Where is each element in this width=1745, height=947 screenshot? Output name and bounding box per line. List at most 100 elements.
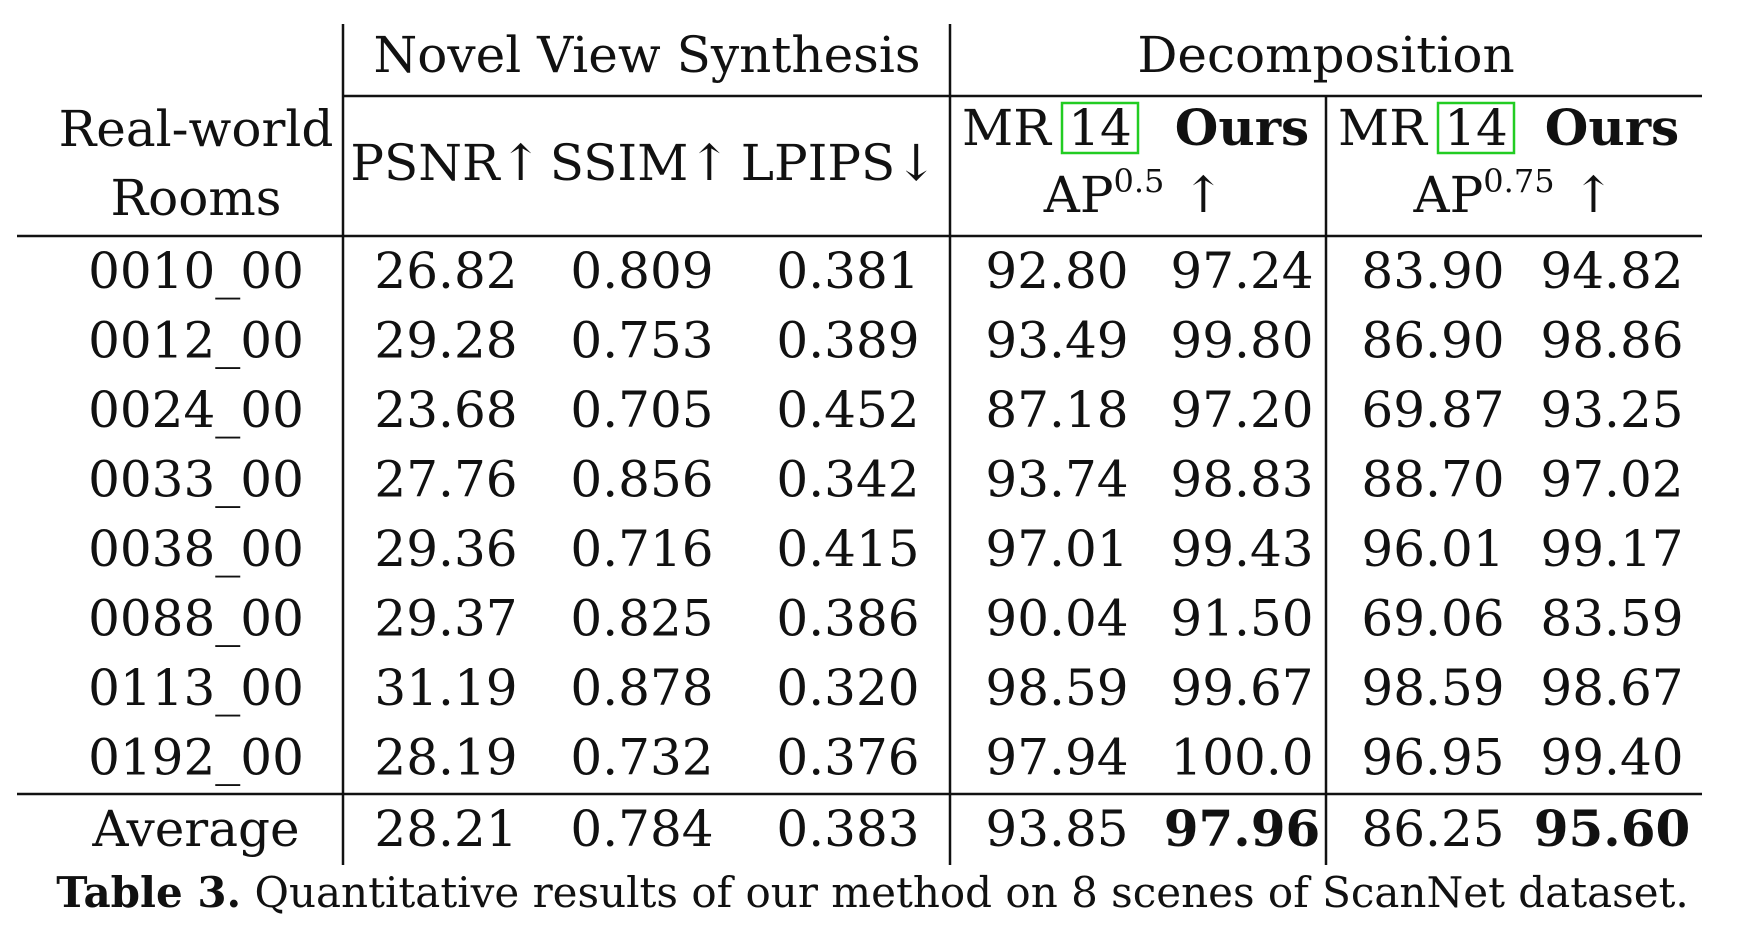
cell-ap075-mr: 69.06 bbox=[1361, 590, 1504, 648]
cell-ap075-mr: 69.87 bbox=[1361, 381, 1504, 439]
cell-ap075-ours: 99.40 bbox=[1540, 729, 1683, 787]
table-row: 0113_00 31.19 0.878 0.320 98.59 99.67 98.59 98.… bbox=[88, 659, 1684, 717]
ap075-label: AP0.75 ↑ bbox=[1413, 162, 1615, 224]
cell-ssim: 0.825 bbox=[570, 590, 713, 648]
cell-lpips: 0.452 bbox=[776, 381, 919, 439]
cell-ssim: 0.784 bbox=[570, 800, 713, 858]
cell-ap05-ours: 97.96 bbox=[1164, 799, 1321, 858]
cell-ap05-ours: 99.43 bbox=[1170, 520, 1313, 578]
cell-ap05-mr: 92.80 bbox=[985, 242, 1128, 300]
citation-ref[interactable]: 14 bbox=[1068, 99, 1132, 157]
cell-psnr: 31.19 bbox=[374, 659, 517, 717]
caption-text: Quantitative results of our method on 8 … bbox=[254, 868, 1689, 917]
cell-psnr: 28.21 bbox=[374, 800, 517, 858]
cell-lpips: 0.389 bbox=[776, 312, 919, 370]
cell-scene: 0192_00 bbox=[88, 729, 304, 787]
cell-ap05-mr: 93.74 bbox=[985, 451, 1128, 509]
table-row: 0088_00 29.37 0.825 0.386 90.04 91.50 69.06 83.… bbox=[88, 590, 1684, 648]
ap-base: AP bbox=[1413, 166, 1484, 224]
citation-box[interactable] bbox=[1060, 101, 1140, 155]
row-header-line1: Real-world bbox=[59, 100, 334, 158]
ap-superscript: 0.5 bbox=[1113, 162, 1164, 200]
decomp-subheader-ap075: MR 14 Ours AP0.75 ↑ bbox=[1338, 98, 1679, 224]
table-rules bbox=[17, 24, 1702, 865]
cell-ap05-ours: 97.20 bbox=[1170, 381, 1313, 439]
decomp-subheader-ap05: MR 14 Ours AP0.5 ↑ bbox=[962, 98, 1309, 224]
header-ssim: SSIM↑ bbox=[550, 134, 730, 192]
cell-psnr: 29.36 bbox=[374, 520, 517, 578]
cell-psnr: 27.76 bbox=[374, 451, 517, 509]
cell-lpips: 0.381 bbox=[776, 242, 919, 300]
cell-ap05-ours: 98.83 bbox=[1170, 451, 1313, 509]
header-lpips: LPIPS↓ bbox=[741, 134, 937, 192]
table-row: 0033_00 27.76 0.856 0.342 93.74 98.83 88.70 97.… bbox=[88, 451, 1684, 509]
cell-ap05-ours: 97.24 bbox=[1170, 242, 1313, 300]
table-row: 0038_00 29.36 0.716 0.415 97.01 99.43 96.01 99.… bbox=[88, 520, 1684, 578]
cell-ssim: 0.878 bbox=[570, 659, 713, 717]
table-body: 0010_00 26.82 0.809 0.381 92.80 97.24 83.90 94.… bbox=[88, 242, 1690, 858]
table-row: 0024_00 23.68 0.705 0.452 87.18 97.20 69.87 93.… bbox=[88, 381, 1684, 439]
cell-psnr: 26.82 bbox=[374, 242, 517, 300]
mr-label: MR bbox=[962, 99, 1052, 157]
cell-ssim: 0.753 bbox=[570, 312, 713, 370]
cell-ap05-mr: 93.49 bbox=[985, 312, 1128, 370]
cell-ap075-ours: 99.17 bbox=[1540, 520, 1683, 578]
cell-ap075-ours: 98.67 bbox=[1540, 659, 1683, 717]
group-header-novel-view-synthesis: Novel View Synthesis bbox=[374, 26, 921, 84]
cell-lpips: 0.342 bbox=[776, 451, 919, 509]
cell-ap05-mr: 97.01 bbox=[985, 520, 1128, 578]
cell-ssim: 0.732 bbox=[570, 729, 713, 787]
caption-label: Table 3. bbox=[56, 868, 242, 917]
cell-ap05-mr: 90.04 bbox=[985, 590, 1128, 648]
citation-ref[interactable]: 14 bbox=[1444, 99, 1508, 157]
cell-ap05-mr: 98.59 bbox=[985, 659, 1128, 717]
table-row: 0010_00 26.82 0.809 0.381 92.80 97.24 83.90 94.… bbox=[88, 242, 1684, 300]
cell-ap075-mr: 86.25 bbox=[1361, 800, 1504, 858]
cell-scene: 0113_00 bbox=[88, 659, 304, 717]
table-row: 0012_00 29.28 0.753 0.389 93.49 99.80 86.90 98.… bbox=[88, 312, 1684, 370]
cell-scene: 0033_00 bbox=[88, 451, 304, 509]
cell-ap075-mr: 83.90 bbox=[1361, 242, 1504, 300]
cell-scene: 0024_00 bbox=[88, 381, 304, 439]
cell-ap075-ours: 94.82 bbox=[1540, 242, 1683, 300]
header-psnr: PSNR↑ bbox=[350, 134, 541, 192]
up-arrow: ↑ bbox=[1573, 166, 1615, 224]
cell-ap075-mr: 96.95 bbox=[1361, 729, 1504, 787]
cell-scene: 0012_00 bbox=[88, 312, 304, 370]
cell-ssim: 0.809 bbox=[570, 242, 713, 300]
cell-ssim: 0.716 bbox=[570, 520, 713, 578]
cell-ap05-ours: 99.67 bbox=[1170, 659, 1313, 717]
mr-label: MR bbox=[1338, 99, 1428, 157]
cell-psnr: 23.68 bbox=[374, 381, 517, 439]
cell-scene: 0010_00 bbox=[88, 242, 304, 300]
cell-ap075-mr: 88.70 bbox=[1361, 451, 1504, 509]
up-arrow: ↑ bbox=[1182, 166, 1224, 224]
cell-ap05-mr: 97.94 bbox=[985, 729, 1128, 787]
cell-ap075-ours: 98.86 bbox=[1540, 312, 1683, 370]
cell-lpips: 0.383 bbox=[776, 800, 919, 858]
ours-label: Ours bbox=[1545, 98, 1679, 157]
cell-ap05-ours: 100.0 bbox=[1170, 729, 1313, 787]
cell-ap05-ours: 91.50 bbox=[1170, 590, 1313, 648]
cell-ap075-mr: 96.01 bbox=[1361, 520, 1504, 578]
cell-psnr: 28.19 bbox=[374, 729, 517, 787]
cell-ap05-mr: 93.85 bbox=[985, 800, 1128, 858]
table-caption: Table 3. Quantitative results of our met… bbox=[0, 868, 1745, 917]
table-row: 0192_00 28.19 0.732 0.376 97.94 100.0 96.95 99.… bbox=[88, 729, 1684, 787]
cell-ap075-ours: 93.25 bbox=[1540, 381, 1683, 439]
ours-label: Ours bbox=[1175, 98, 1309, 157]
cell-lpips: 0.376 bbox=[776, 729, 919, 787]
cell-scene: 0038_00 bbox=[88, 520, 304, 578]
average-row: Average 28.21 0.784 0.383 93.85 97.96 86.25 95.… bbox=[91, 799, 1690, 858]
cell-ap075-ours: 83.59 bbox=[1540, 590, 1683, 648]
cell-ap075-ours: 95.60 bbox=[1534, 799, 1691, 858]
ap-superscript: 0.75 bbox=[1483, 162, 1554, 200]
cell-ap075-mr: 86.90 bbox=[1361, 312, 1504, 370]
cell-scene: 0088_00 bbox=[88, 590, 304, 648]
cell-lpips: 0.386 bbox=[776, 590, 919, 648]
cell-ap05-mr: 87.18 bbox=[985, 381, 1128, 439]
cell-ap05-ours: 99.80 bbox=[1170, 312, 1313, 370]
citation-box[interactable] bbox=[1436, 101, 1516, 155]
ap-base: AP bbox=[1043, 166, 1114, 224]
